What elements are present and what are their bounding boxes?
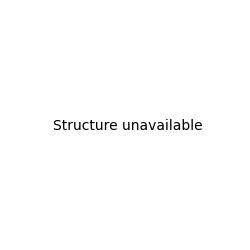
Text: Structure unavailable: Structure unavailable	[53, 119, 203, 133]
